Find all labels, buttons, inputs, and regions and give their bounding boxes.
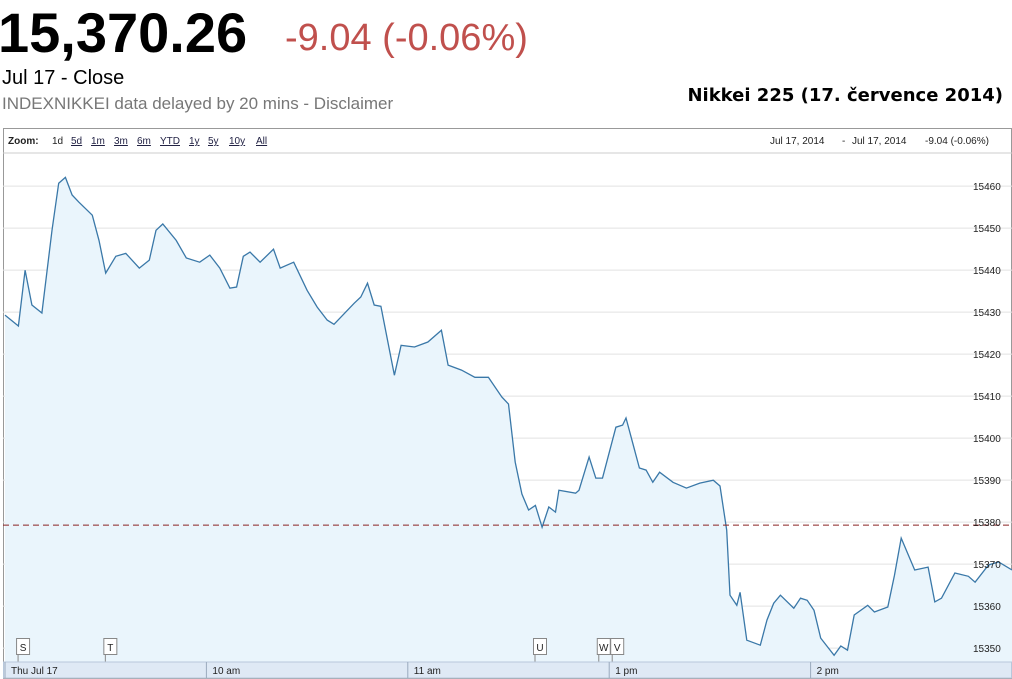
- event-flag-label: V: [614, 643, 621, 654]
- event-flag-label: S: [20, 643, 27, 654]
- area-fill: [5, 177, 1012, 662]
- zoom-option[interactable]: 10y: [229, 136, 245, 147]
- y-tick-label: 15380: [973, 518, 1001, 529]
- zoom-option[interactable]: 3m: [114, 136, 128, 147]
- delay-note: INDEXNIKKEI data delayed by 20 mins - Di…: [2, 94, 393, 113]
- y-tick-label: 15390: [973, 476, 1001, 487]
- close-label: Jul 17 - Close: [2, 67, 124, 89]
- range-end: Jul 17, 2014: [852, 136, 907, 147]
- zoom-option[interactable]: 1d: [52, 136, 63, 147]
- zoom-option[interactable]: 5y: [208, 136, 219, 147]
- price-line: [4, 176, 1012, 657]
- x-tick-label: 10 am: [212, 666, 240, 677]
- event-flag-label: W: [599, 643, 609, 654]
- y-tick-label: 15410: [973, 392, 1001, 403]
- range-change: -9.04 (-0.06%): [925, 136, 989, 147]
- y-tick-label: 15450: [973, 224, 1001, 235]
- y-tick-label: 15370: [973, 560, 1001, 571]
- y-tick-label: 15460: [973, 182, 1001, 193]
- x-tick-label: 1 pm: [615, 666, 637, 677]
- x-axis-strip: [3, 661, 1012, 679]
- zoom-option[interactable]: 6m: [137, 136, 151, 147]
- range-separator: -: [842, 136, 845, 147]
- event-flag[interactable]: [16, 638, 31, 655]
- event-flag-label: T: [107, 643, 113, 654]
- range-start: Jul 17, 2014: [770, 136, 825, 147]
- x-tick-label: 2 pm: [817, 666, 839, 677]
- event-flag[interactable]: [532, 638, 547, 655]
- zoom-option[interactable]: 1m: [91, 136, 105, 147]
- zoom-option[interactable]: All: [256, 136, 267, 147]
- price: 15,370.26: [0, 1, 247, 64]
- y-tick-label: 15350: [973, 644, 1001, 655]
- event-flag[interactable]: [610, 638, 625, 655]
- event-flag-label: U: [536, 643, 543, 654]
- y-tick-label: 15420: [973, 350, 1001, 361]
- zoom-option[interactable]: YTD: [160, 136, 180, 147]
- zoom-option[interactable]: 1y: [189, 136, 200, 147]
- event-flag[interactable]: [103, 638, 118, 655]
- x-tick-label: Thu Jul 17: [11, 666, 58, 677]
- zoom-label: Zoom:: [8, 136, 39, 147]
- y-tick-label: 15400: [973, 434, 1001, 445]
- x-tick-label: 11 am: [414, 666, 441, 677]
- y-tick-label: 15430: [973, 308, 1001, 319]
- chart-title: Nikkei 225 (17. července 2014): [687, 85, 1003, 106]
- y-tick-label: 15360: [973, 602, 1001, 613]
- price-change: -9.04 (-0.06%): [285, 17, 528, 59]
- zoom-option[interactable]: 5d: [71, 136, 82, 147]
- y-tick-label: 15440: [973, 266, 1001, 277]
